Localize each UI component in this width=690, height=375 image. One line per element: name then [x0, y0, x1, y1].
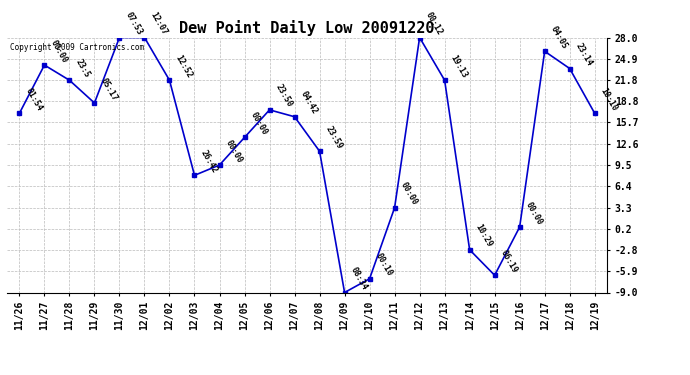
Text: 00:00: 00:00	[524, 200, 544, 226]
Text: 06:19: 06:19	[499, 248, 519, 274]
Text: 00:00: 00:00	[224, 138, 244, 164]
Text: 12:07: 12:07	[148, 10, 169, 37]
Text: 23:50: 23:50	[274, 83, 294, 109]
Text: 00:00: 00:00	[248, 111, 269, 136]
Text: 01:54: 01:54	[23, 86, 44, 112]
Text: 10:10: 10:10	[599, 86, 619, 112]
Text: 23:59: 23:59	[324, 124, 344, 150]
Text: 00:00: 00:00	[399, 181, 419, 207]
Text: 23:5: 23:5	[74, 58, 91, 80]
Text: 08:34: 08:34	[348, 266, 369, 292]
Text: 12:52: 12:52	[174, 53, 194, 80]
Text: 05:17: 05:17	[99, 76, 119, 102]
Text: 26:42: 26:42	[199, 148, 219, 174]
Text: 10:29: 10:29	[474, 223, 494, 249]
Text: 00:12: 00:12	[424, 10, 444, 37]
Text: 04:42: 04:42	[299, 90, 319, 116]
Text: Copyright 2009 Cartronics.com: Copyright 2009 Cartronics.com	[10, 43, 144, 52]
Text: 00:00: 00:00	[48, 38, 69, 64]
Text: 23:14: 23:14	[574, 42, 594, 68]
Text: 07:53: 07:53	[124, 10, 144, 37]
Title: Dew Point Daily Low 20091220: Dew Point Daily Low 20091220	[179, 20, 435, 36]
Text: 04:05: 04:05	[549, 24, 569, 51]
Text: 19:13: 19:13	[448, 53, 469, 80]
Text: 00:10: 00:10	[374, 252, 394, 278]
